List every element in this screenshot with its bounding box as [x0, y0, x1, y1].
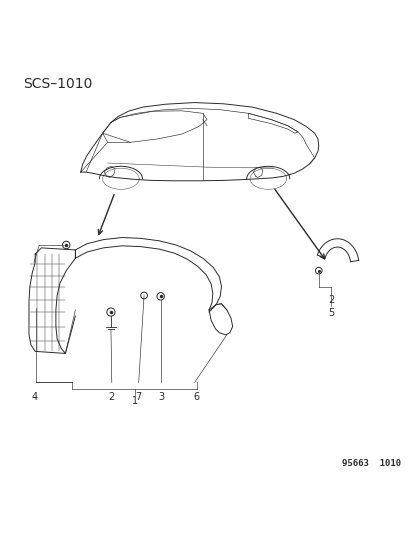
- Text: 95663  1010: 95663 1010: [342, 459, 401, 468]
- Text: 3: 3: [159, 392, 164, 401]
- Text: SCS–1010: SCS–1010: [23, 77, 92, 91]
- Text: 1: 1: [131, 396, 137, 406]
- Text: 5: 5: [327, 308, 334, 318]
- Text: 2: 2: [107, 392, 114, 401]
- Text: 4: 4: [31, 392, 37, 401]
- Text: 2: 2: [327, 295, 334, 305]
- Text: 7: 7: [135, 392, 142, 401]
- Text: 6: 6: [193, 392, 199, 401]
